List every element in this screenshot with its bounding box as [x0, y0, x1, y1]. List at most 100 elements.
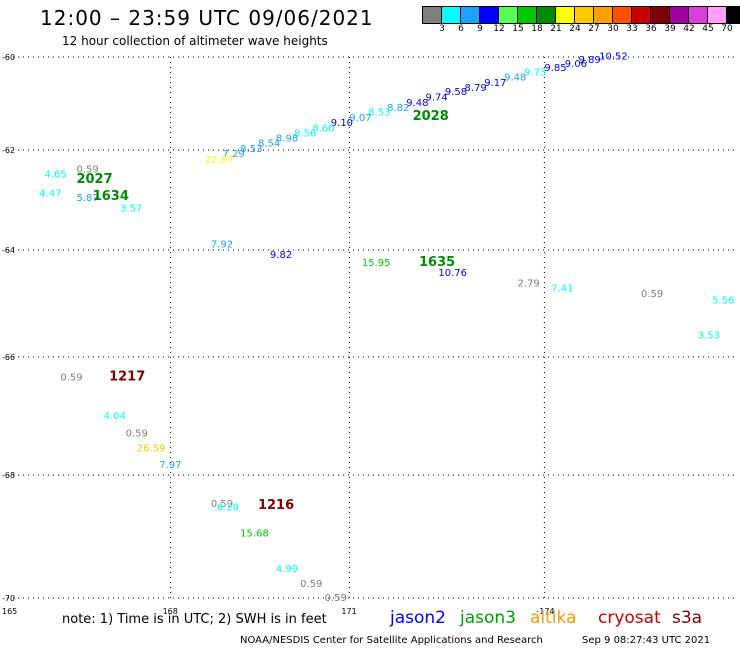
wave-height-label: 15.95 — [362, 258, 391, 269]
colorbar-tick-label: 27 — [588, 24, 600, 34]
wave-height-label: 7.97 — [159, 460, 181, 471]
wave-height-label: 0.59 — [300, 579, 322, 590]
colorbar-swatch — [594, 7, 613, 23]
legend-cryosat: cryosat — [598, 608, 661, 628]
wave-height-label: 9.10 — [331, 118, 353, 129]
wave-height-label: 4.99 — [276, 564, 298, 575]
wave-height-label: 7.92 — [211, 240, 233, 251]
colorbar-swatch — [518, 7, 537, 23]
wave-height-label: 0.59 — [126, 429, 148, 440]
pass-time-label: 1634 — [93, 189, 129, 204]
longitude-label: 168 — [163, 607, 178, 616]
colorbar — [422, 6, 740, 24]
wave-height-label: 9.48 — [504, 73, 526, 84]
wave-height-label: 8.98 — [276, 134, 298, 145]
colorbar-tick-label: 6 — [458, 24, 464, 34]
wave-height-label: 9.06 — [565, 59, 587, 70]
wave-height-label: 4.04 — [104, 411, 126, 422]
wave-height-label: 8.53 — [240, 144, 262, 155]
wave-height-label: 2.79 — [517, 278, 539, 289]
wave-height-label: 15.68 — [240, 529, 269, 540]
colorbar-tick-label: 36 — [645, 24, 657, 34]
wave-height-label: 9.85 — [544, 63, 566, 74]
wave-height-label: 8.20 — [217, 503, 239, 514]
wave-height-label: 8.53 — [368, 108, 390, 119]
wave-height-label: 8.54 — [258, 138, 280, 149]
wave-height-label: 8.56 — [294, 129, 316, 140]
colorbar-tick-label: 3 — [439, 24, 445, 34]
pass-time-label: 2028 — [413, 109, 449, 124]
colorbar-tick-label: 45 — [702, 24, 714, 34]
latitude-label: -70 — [2, 594, 15, 603]
latitude-label: -64 — [2, 246, 15, 255]
colorbar-tick-label: 18 — [531, 24, 543, 34]
colorbar-swatch — [442, 7, 461, 23]
footer-note: note: 1) Time is in UTC; 2) SWH is in fe… — [62, 612, 327, 627]
grid-lines — [8, 56, 736, 600]
colorbar-tick-label: 15 — [512, 24, 524, 34]
wave-height-label: 8.79 — [464, 83, 486, 94]
wave-height-label: 9.07 — [349, 113, 371, 124]
colorbar-tick-label: 12 — [493, 24, 505, 34]
wave-height-label: 26.59 — [137, 443, 166, 454]
colorbar-swatch — [499, 7, 518, 23]
latitude-label: -66 — [2, 353, 15, 362]
colorbar-tick-label: 30 — [607, 24, 619, 34]
wave-height-label: 10.76 — [438, 268, 467, 279]
colorbar-swatch — [670, 7, 689, 23]
wave-height-label: 8.60 — [312, 123, 334, 134]
wave-height-label: 4.47 — [39, 189, 61, 200]
colorbar-swatch — [461, 7, 480, 23]
wave-height-label: 8.82 — [387, 103, 409, 114]
colorbar-swatch — [651, 7, 670, 23]
colorbar-swatch — [613, 7, 632, 23]
timestamp-text: Sep 9 08:27:43 UTC 2021 — [582, 635, 711, 646]
latitude-label: -68 — [2, 471, 15, 480]
latitude-label: -60 — [2, 53, 15, 62]
wave-height-label: 0.59 — [76, 165, 98, 176]
colorbar-swatch — [423, 7, 442, 23]
colorbar-swatch — [727, 7, 740, 23]
data-labels: 10.529.899.069.859.739.489.178.799.589.7… — [39, 51, 734, 604]
colorbar-tick-label: 9 — [477, 24, 483, 34]
wave-height-label: 10.52 — [599, 51, 628, 62]
longitude-label: -174 — [536, 607, 554, 616]
wave-height-label: 0.59 — [325, 593, 347, 604]
wave-height-label: 9.58 — [445, 87, 467, 98]
wave-height-label: 5.56 — [712, 296, 734, 307]
pass-time-label: 1216 — [258, 498, 294, 513]
pass-time-label: 1635 — [419, 255, 455, 270]
colorbar-swatch — [556, 7, 575, 23]
colorbar-tick-label: 21 — [550, 24, 562, 34]
wave-height-label: 4.65 — [44, 170, 66, 181]
latitude-label: -62 — [2, 146, 15, 155]
colorbar-swatch — [537, 7, 556, 23]
colorbar-swatch — [480, 7, 499, 23]
longitude-label: 165 — [2, 607, 17, 616]
wave-height-label: 9.82 — [270, 250, 292, 261]
wave-height-label: 5.87 — [76, 193, 98, 204]
legend-altika: altika — [530, 608, 577, 628]
map-subtitle: 12 hour collection of altimeter wave hei… — [62, 34, 328, 48]
time-labels: 20282027163416351832163612171216 — [76, 109, 455, 513]
colorbar-tick-label: 70 — [721, 24, 733, 34]
colorbar-swatch — [689, 7, 708, 23]
colorbar-swatch — [575, 7, 594, 23]
wave-height-label: 9.17 — [484, 78, 506, 89]
wave-height-label: 22.87 — [205, 155, 234, 166]
colorbar-tick-label: 33 — [626, 24, 638, 34]
wave-height-label: 0.59 — [641, 289, 663, 300]
wave-height-label: 9.74 — [425, 93, 447, 104]
wave-height-label: 3.53 — [698, 330, 720, 341]
colorbar-swatch — [708, 7, 727, 23]
colorbar-tick-label: 39 — [664, 24, 676, 34]
legend-s3a: s3a — [672, 608, 703, 628]
wave-height-label: 9.89 — [578, 55, 600, 66]
colorbar-swatch — [632, 7, 651, 23]
longitude-label: 171 — [341, 607, 356, 616]
wave-height-label: 3.57 — [120, 204, 142, 215]
legend-jason2: jason2 — [390, 608, 446, 628]
wave-height-label: 0.59 — [211, 499, 233, 510]
